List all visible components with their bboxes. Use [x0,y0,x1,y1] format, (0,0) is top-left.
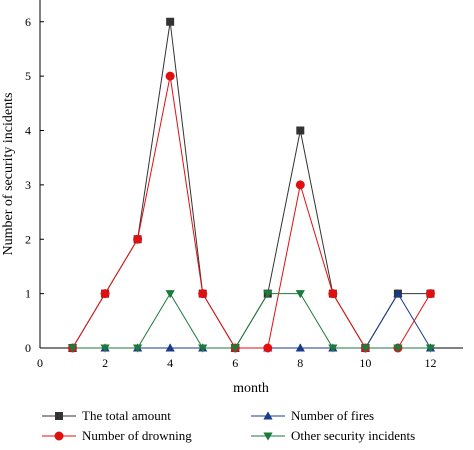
data-point [165,343,175,352]
legend-label: The total amount [82,408,171,423]
legend-label: Number of fires [291,408,374,423]
data-point [165,71,175,81]
series-3 [68,71,435,353]
series-line [72,292,431,349]
data-point [230,344,240,353]
x-tick-label: 8 [297,356,303,370]
data-point [100,289,110,299]
y-tick-label: 5 [25,69,31,83]
legend: The total amount Number of fires Number of… [42,408,415,443]
y-tick-label: 1 [25,287,31,301]
legend-label: Other security incidents [291,428,415,443]
legend-item: Number of drowning [42,428,192,443]
data-point [263,343,273,353]
data-point [425,344,436,353]
data-point [393,344,403,353]
x-tick-label: 10 [359,356,371,370]
data-point [393,289,403,298]
x-axis-label: month [233,381,269,396]
legend-marker [263,411,273,420]
legend-marker [55,412,63,420]
y-axis-label: Number of security incidents [1,93,16,256]
x-tick-label: 4 [167,356,173,370]
data-point [198,289,208,299]
series-1 [68,17,435,352]
series-4 [67,290,436,353]
y-tick-label: 2 [25,232,31,246]
x-tick-label: 2 [102,356,108,370]
legend-item: The total amount [42,408,171,423]
data-point [133,234,143,244]
data-point [295,180,305,190]
legend-item: Number of fires [251,408,374,423]
x-tick-label: 0 [37,356,43,370]
x-tick-label: 12 [424,356,436,370]
series-line [72,21,431,349]
legend-marker [263,432,273,441]
data-point [100,344,110,353]
data-point [360,344,370,353]
legend-label: Number of drowning [82,428,192,443]
data-point [198,344,208,353]
y-tick-label: 6 [25,15,31,29]
y-tick-label: 0 [25,341,31,355]
data-point [295,290,305,299]
data-point [133,344,143,353]
data-point [328,289,338,299]
y-tick-label: 3 [25,178,31,192]
legend-item: Other security incidents [251,428,415,443]
data-point [425,289,435,299]
data-point [166,17,175,26]
legend-marker [54,431,64,441]
series-line [72,76,431,349]
x-tick-label: 6 [232,356,238,370]
data-point [263,290,273,299]
data-point [67,344,78,353]
data-point [165,290,175,299]
data-point [328,344,338,353]
series-group [67,17,436,353]
y-tick-label: 4 [25,124,31,138]
data-point [296,126,305,135]
data-point [295,343,305,352]
